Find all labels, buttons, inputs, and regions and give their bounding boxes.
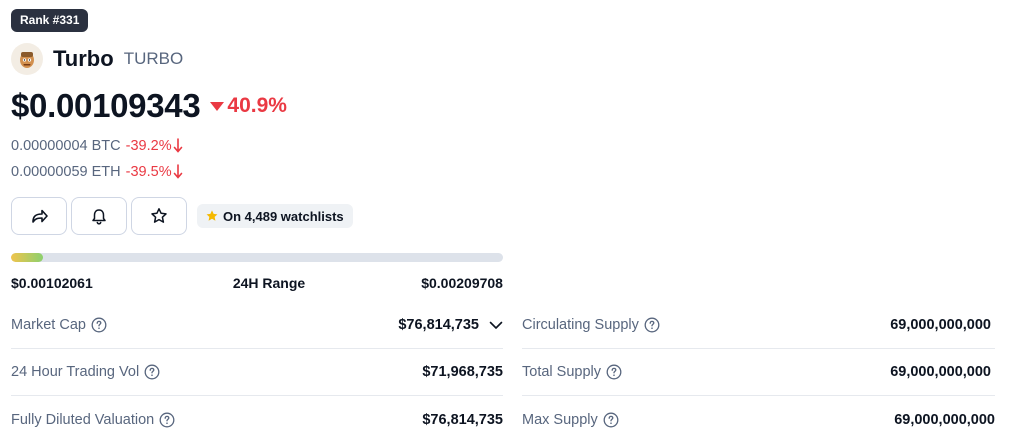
- market-cap-value: $76,814,735: [398, 317, 479, 333]
- info-icon[interactable]: [606, 364, 622, 380]
- 24h-range-bar: [11, 253, 503, 262]
- rank-badge: Rank #331: [11, 9, 89, 32]
- coin-price: $0.00109343: [11, 87, 201, 124]
- range-high: $0.00209708: [421, 275, 503, 291]
- range-label: 24H Range: [232, 275, 306, 291]
- stat-row-trading-vol: 24 Hour Trading Vol $71,968,735: [11, 349, 503, 396]
- stat-label-text: 24 Hour Trading Vol: [11, 364, 140, 380]
- btc-change: -39.2%: [126, 138, 183, 154]
- price-row: $0.00109343 40.9%: [11, 86, 287, 126]
- stats-left-column: Market Cap $76,814,735 24 Hour Trading V…: [11, 302, 503, 439]
- 24h-range-fill: [11, 253, 43, 262]
- stat-label-text: Circulating Supply: [522, 317, 639, 333]
- stat-row-total-supply: Total Supply 69,000,000,000: [522, 349, 995, 396]
- stat-label: Max Supply: [522, 412, 619, 428]
- caret-down-icon: [210, 101, 225, 111]
- stat-value: $76,814,735: [422, 411, 503, 428]
- price-alert-button[interactable]: [71, 197, 127, 235]
- stat-label: Fully Diluted Valuation: [11, 412, 175, 428]
- stat-label-text: Market Cap: [11, 317, 86, 333]
- add-to-watchlist-button[interactable]: [131, 197, 187, 235]
- action-bar: On 4,489 watchlists: [11, 197, 353, 235]
- watchlist-count-text: On 4,489 watchlists: [223, 208, 344, 224]
- eth-price-row: 0.00000059 ETH -39.5%: [11, 163, 183, 181]
- price-change-24h: 40.9%: [210, 94, 287, 118]
- stat-row-circulating-supply: Circulating Supply 69,000,000,000: [522, 302, 995, 349]
- btc-price: 0.00000004 BTC: [11, 138, 121, 154]
- share-button[interactable]: [11, 197, 67, 235]
- info-icon[interactable]: [644, 317, 660, 333]
- stat-value: $71,968,735: [422, 364, 503, 380]
- arrow-down-icon: [173, 164, 182, 179]
- stats-right-column: Circulating Supply 69,000,000,000 Total …: [522, 302, 995, 439]
- stat-label-text: Fully Diluted Valuation: [11, 411, 155, 428]
- btc-change-value: -39.2%: [125, 138, 172, 154]
- stat-row-market-cap: Market Cap $76,814,735: [11, 302, 503, 349]
- stat-value: 69,000,000,000: [894, 411, 995, 428]
- star-outline-icon: [151, 208, 167, 223]
- stat-label: 24 Hour Trading Vol: [11, 364, 160, 380]
- stat-label: Circulating Supply: [522, 317, 660, 333]
- stat-label-text: Total Supply: [522, 364, 601, 380]
- stat-label-text: Max Supply: [522, 411, 598, 428]
- star-filled-icon: [205, 209, 219, 223]
- 24h-range-labels: $0.00102061 24H Range $0.00209708: [11, 273, 503, 293]
- stat-value: 69,000,000,000: [890, 317, 991, 333]
- stat-row-max-supply: Max Supply 69,000,000,000: [522, 396, 995, 439]
- stat-value: 69,000,000,000: [890, 364, 991, 380]
- coin-symbol: TURBO: [123, 49, 184, 68]
- chevron-down-icon[interactable]: [489, 321, 503, 330]
- coin-name: Turbo: [53, 46, 114, 71]
- share-icon: [32, 209, 48, 223]
- stat-label: Market Cap: [11, 317, 107, 333]
- watchlist-count-badge: On 4,489 watchlists: [197, 204, 353, 228]
- coin-header: Turbo TURBO: [11, 43, 183, 75]
- stat-row-fdv: Fully Diluted Valuation $76,814,735: [11, 396, 503, 439]
- bell-icon: [92, 208, 106, 225]
- info-icon[interactable]: [159, 412, 175, 428]
- price-change-value: 40.9%: [227, 94, 287, 117]
- eth-change: -39.5%: [126, 164, 183, 180]
- btc-price-row: 0.00000004 BTC -39.2%: [11, 137, 183, 155]
- stat-label: Total Supply: [522, 364, 622, 380]
- info-icon[interactable]: [144, 364, 160, 380]
- arrow-down-icon: [173, 138, 182, 153]
- info-icon[interactable]: [603, 412, 619, 428]
- stat-value: $76,814,735: [398, 317, 503, 333]
- info-icon[interactable]: [91, 317, 107, 333]
- turbo-logo-icon: [11, 43, 43, 75]
- eth-change-value: -39.5%: [125, 164, 172, 180]
- range-low: $0.00102061: [11, 275, 93, 291]
- eth-price: 0.00000059 ETH: [11, 164, 121, 180]
